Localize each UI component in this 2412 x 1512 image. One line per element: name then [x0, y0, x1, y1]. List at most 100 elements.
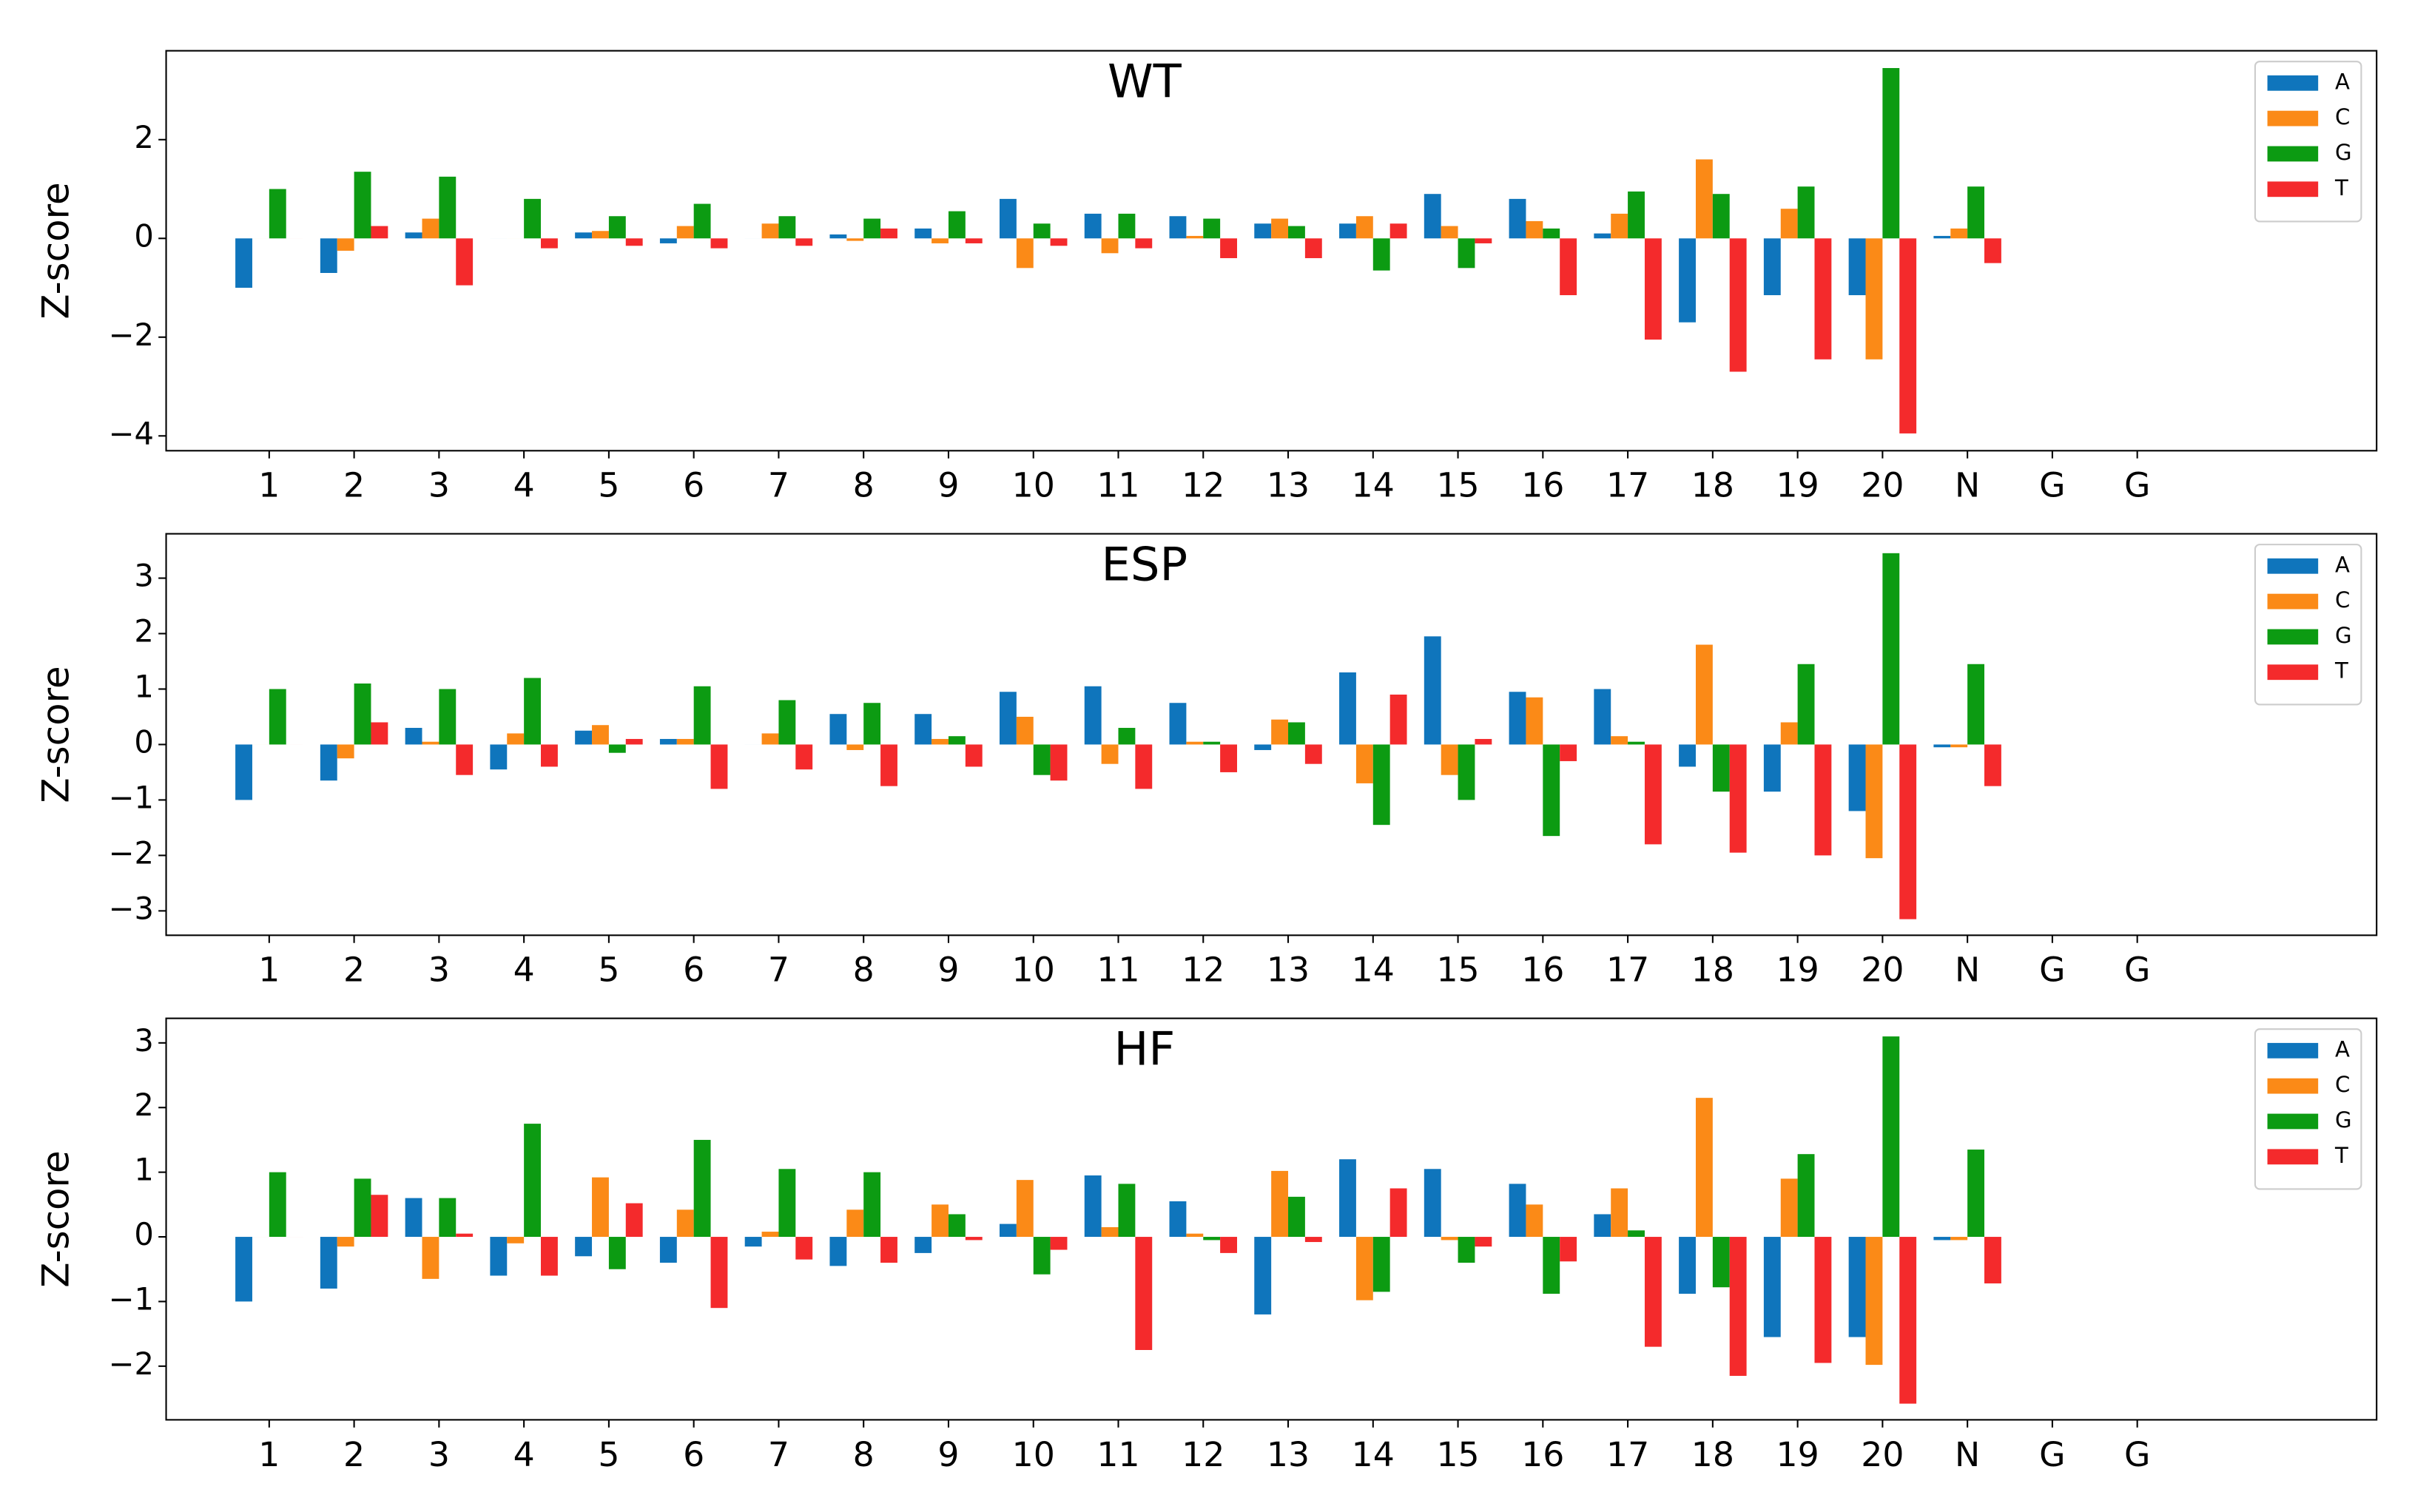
y-tick-label: 1	[134, 1152, 153, 1188]
bar	[235, 1237, 252, 1301]
bar	[1984, 1237, 2001, 1283]
bar	[1543, 1237, 1560, 1294]
bar	[1458, 1237, 1475, 1263]
bar	[626, 238, 643, 246]
bar	[1305, 238, 1322, 258]
x-tick-label: 16	[1521, 951, 1564, 990]
bar	[1339, 672, 1356, 744]
panel-title: WT	[1108, 54, 1182, 108]
bar	[456, 1234, 473, 1237]
bar	[354, 1178, 371, 1237]
bar	[1679, 744, 1696, 766]
bar	[405, 1198, 422, 1237]
bar	[1000, 1224, 1017, 1237]
bar	[677, 739, 694, 744]
bar	[1764, 238, 1781, 295]
bar	[1526, 1204, 1543, 1237]
bar	[1271, 219, 1288, 239]
x-tick-label: 20	[1861, 951, 1904, 990]
bar	[694, 204, 711, 239]
bar	[371, 722, 388, 744]
bar	[575, 232, 592, 238]
bar	[1882, 553, 1899, 745]
bar	[1118, 728, 1135, 744]
bar	[405, 728, 422, 744]
bar	[1254, 744, 1271, 749]
bar	[575, 731, 592, 745]
bar	[235, 238, 252, 288]
bar	[1611, 736, 1628, 744]
bar	[1373, 744, 1390, 825]
bar	[1034, 744, 1051, 774]
bar	[1203, 219, 1220, 239]
bar	[694, 686, 711, 745]
x-tick-label: 11	[1096, 466, 1139, 505]
y-tick-label: 3	[134, 558, 153, 594]
bar	[1017, 238, 1034, 268]
y-tick-label: 0	[134, 723, 153, 760]
legend-swatch	[2268, 594, 2319, 610]
bar	[694, 1140, 711, 1237]
bar	[1560, 238, 1577, 295]
bar	[320, 744, 337, 780]
bar	[1000, 199, 1017, 238]
bar	[1051, 744, 1068, 780]
bar	[1713, 194, 1730, 238]
y-tick-label: 0	[134, 1216, 153, 1252]
bar	[1730, 238, 1747, 371]
x-tick-label: 14	[1352, 1435, 1395, 1474]
bar	[1390, 695, 1407, 744]
bar	[1543, 744, 1560, 836]
bar	[1798, 186, 1815, 238]
bar	[1814, 1237, 1831, 1363]
bar	[1220, 744, 1237, 772]
bar	[1254, 1237, 1271, 1314]
bar	[592, 725, 609, 744]
bar	[949, 736, 966, 744]
bar	[1458, 238, 1475, 268]
bar	[1288, 722, 1305, 744]
bar	[863, 1172, 880, 1237]
bar	[914, 1237, 932, 1253]
bar	[762, 733, 779, 744]
legend-swatch	[2268, 1043, 2319, 1059]
legend-swatch	[2268, 664, 2319, 680]
bar	[405, 232, 422, 238]
x-tick-label: 20	[1861, 466, 1904, 505]
bar	[1475, 1237, 1492, 1246]
bar	[1203, 1237, 1220, 1240]
bar	[829, 1237, 846, 1266]
bar	[592, 1178, 609, 1237]
x-tick-label: 2	[343, 1435, 365, 1474]
y-tick-label: −2	[109, 1346, 154, 1382]
plot-frame	[166, 51, 2377, 451]
bar	[677, 1209, 694, 1237]
bar	[880, 229, 897, 238]
bar	[1696, 645, 1713, 745]
bar	[541, 1237, 558, 1275]
y-axis-label: Z-score	[35, 182, 78, 319]
bar	[1034, 1237, 1051, 1275]
bar	[320, 238, 337, 273]
bar	[1373, 238, 1390, 270]
x-tick-label: G	[2039, 951, 2065, 990]
bar	[966, 1237, 983, 1240]
bar	[1424, 636, 1441, 744]
bar	[966, 238, 983, 243]
bar	[507, 1237, 524, 1243]
x-tick-label: 3	[428, 1435, 450, 1474]
bar	[762, 1232, 779, 1237]
bar	[456, 744, 473, 774]
bar	[846, 1209, 863, 1237]
bar	[1271, 720, 1288, 745]
legend-label: T	[2334, 175, 2348, 200]
x-tick-label: 10	[1012, 466, 1055, 505]
bar	[1849, 238, 1866, 295]
bar	[1984, 238, 2001, 263]
bar	[626, 1204, 643, 1237]
x-tick-label: 15	[1436, 466, 1479, 505]
bar	[1866, 744, 1883, 858]
bar	[1764, 744, 1781, 792]
bar	[1899, 1237, 1916, 1403]
